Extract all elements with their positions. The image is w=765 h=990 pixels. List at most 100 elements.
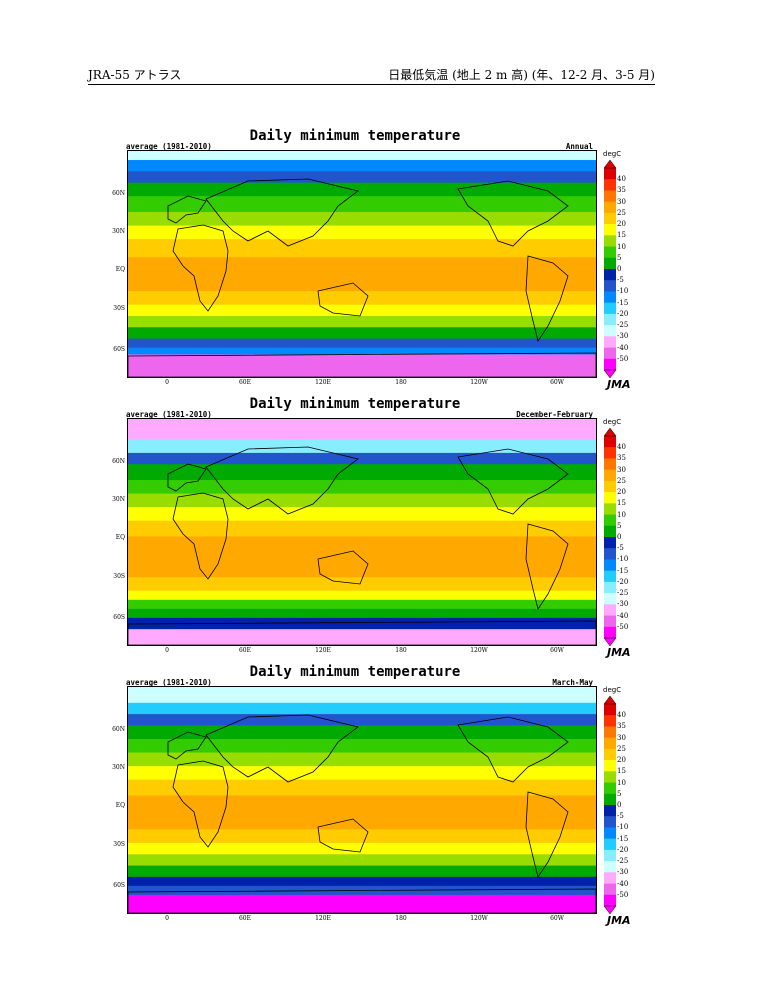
- map-panel-spring: Daily minimum temperature average (1981-…: [110, 664, 640, 927]
- temperature-band: [128, 617, 596, 630]
- colorbar-tick-label: 15: [617, 499, 626, 508]
- colorbar-tick-label: 35: [617, 722, 626, 731]
- coastline: [457, 180, 569, 247]
- lat-label: 60N: [112, 458, 125, 465]
- colorbar-swatch: [604, 726, 616, 738]
- lat-label: 30S: [113, 573, 125, 580]
- colorbar-swatch: [604, 771, 616, 783]
- coastline: [128, 888, 596, 913]
- temperature-band: [128, 714, 596, 726]
- coastline: [457, 716, 569, 783]
- coastline: [128, 352, 596, 377]
- coastline: [525, 255, 569, 342]
- lat-label: 30N: [112, 228, 125, 235]
- temperature-band: [128, 354, 596, 377]
- colorbar-tick-label: -25: [617, 321, 629, 330]
- lon-label: 120W: [470, 379, 488, 386]
- period-label: average (1981-2010): [126, 410, 212, 419]
- colorbar-swatch: [604, 604, 616, 616]
- colorbar-swatch: [604, 503, 616, 515]
- colorbar-max-arrow: [603, 428, 617, 437]
- lat-label: 60S: [113, 882, 125, 889]
- temperature-band: [128, 171, 596, 184]
- colorbar-tick-label: 20: [617, 220, 626, 229]
- lon-label: 0: [165, 379, 169, 386]
- temperature-band: [128, 536, 596, 578]
- temperature-band: [128, 738, 596, 754]
- colorbar-unit: degC: [603, 150, 622, 158]
- colorbar-tick-label: 20: [617, 756, 626, 765]
- colorbar-swatch: [604, 816, 616, 828]
- temperature-band: [128, 493, 596, 508]
- colorbar-min-arrow: [603, 905, 617, 914]
- colorbar-swatch: [604, 581, 616, 594]
- colorbar-swatch: [604, 224, 616, 236]
- lon-label: 0: [165, 647, 169, 654]
- coastline: [167, 463, 207, 492]
- colorbar-tick-label: -30: [617, 868, 629, 877]
- temperature-band: [128, 842, 596, 855]
- temperature-map: [127, 686, 597, 914]
- colorbar-tick-label: -20: [617, 845, 629, 854]
- colorbar-tick-label: -50: [617, 354, 629, 363]
- season-label: March-May: [552, 678, 593, 687]
- colorbar-swatch: [604, 336, 616, 348]
- colorbar-swatch: [604, 313, 616, 326]
- atlas-title: JRA-55 アトラス: [88, 68, 182, 82]
- colorbar-swatch: [604, 280, 616, 292]
- colorbar-swatch: [604, 548, 616, 560]
- lat-label: 60S: [113, 614, 125, 621]
- jma-logo: JMA: [607, 914, 631, 927]
- temperature-band: [128, 687, 596, 704]
- colorbar-swatch: [604, 269, 616, 281]
- colorbar-swatch: [604, 782, 616, 795]
- colorbar-swatch: [604, 347, 616, 360]
- temperature-band: [128, 752, 596, 767]
- colorbar-swatch: [604, 793, 616, 806]
- colorbar-swatch: [604, 492, 616, 504]
- colorbar-tick-label: 30: [617, 733, 626, 742]
- temperature-band: [128, 590, 596, 601]
- colorbar-swatch: [604, 358, 616, 371]
- coastline: [172, 492, 229, 580]
- temperature-band: [128, 225, 596, 240]
- temperature-band: [128, 239, 596, 258]
- lat-label: 60N: [112, 190, 125, 197]
- coastline: [317, 818, 369, 853]
- colorbar-swatch: [604, 715, 616, 727]
- panel-title: Daily minimum temperature: [249, 396, 461, 412]
- colorbar-tick-label: 25: [617, 744, 626, 753]
- lon-label: 60E: [238, 915, 252, 922]
- colorbar-swatch: [604, 235, 616, 247]
- colorbar-tick-label: 35: [617, 186, 626, 195]
- coastline: [525, 791, 569, 878]
- color-scale: degC 40 35 30 25 20 15 10 5 0 -5 -10 -15 -20 -25 -30 -40…: [603, 418, 643, 648]
- colorbar-tick-label: 10: [617, 510, 626, 519]
- temperature-band: [128, 865, 596, 878]
- lat-label: 30N: [112, 764, 125, 771]
- colorbar-swatch: [604, 179, 616, 191]
- colorbar-tick-label: -10: [617, 287, 629, 296]
- colorbar-swatch: [604, 626, 616, 639]
- colorbar-tick-label: -30: [617, 600, 629, 609]
- colorbar-max-arrow: [603, 160, 617, 169]
- colorbar-tick-label: -50: [617, 890, 629, 899]
- map-canvas: [128, 419, 596, 645]
- colorbar-swatch: [604, 559, 616, 571]
- lon-label: 60E: [238, 379, 252, 386]
- temperature-band: [128, 480, 596, 495]
- colorbar-min-arrow: [603, 637, 617, 646]
- coastline: [317, 282, 369, 317]
- colorbar-tick-label: -10: [617, 555, 629, 564]
- colorbar-swatch: [604, 212, 616, 225]
- temperature-map: [127, 150, 597, 378]
- temperature-band: [128, 257, 596, 292]
- coastline: [172, 760, 229, 848]
- colorbar-tick-label: 40: [617, 175, 626, 184]
- colorbar-swatch: [604, 894, 616, 907]
- colorbar-tick-label: -20: [617, 577, 629, 586]
- colorbar-swatch: [604, 760, 616, 772]
- colorbar-tick-label: 10: [617, 778, 626, 787]
- coastline: [205, 714, 359, 783]
- colorbar: [603, 696, 617, 914]
